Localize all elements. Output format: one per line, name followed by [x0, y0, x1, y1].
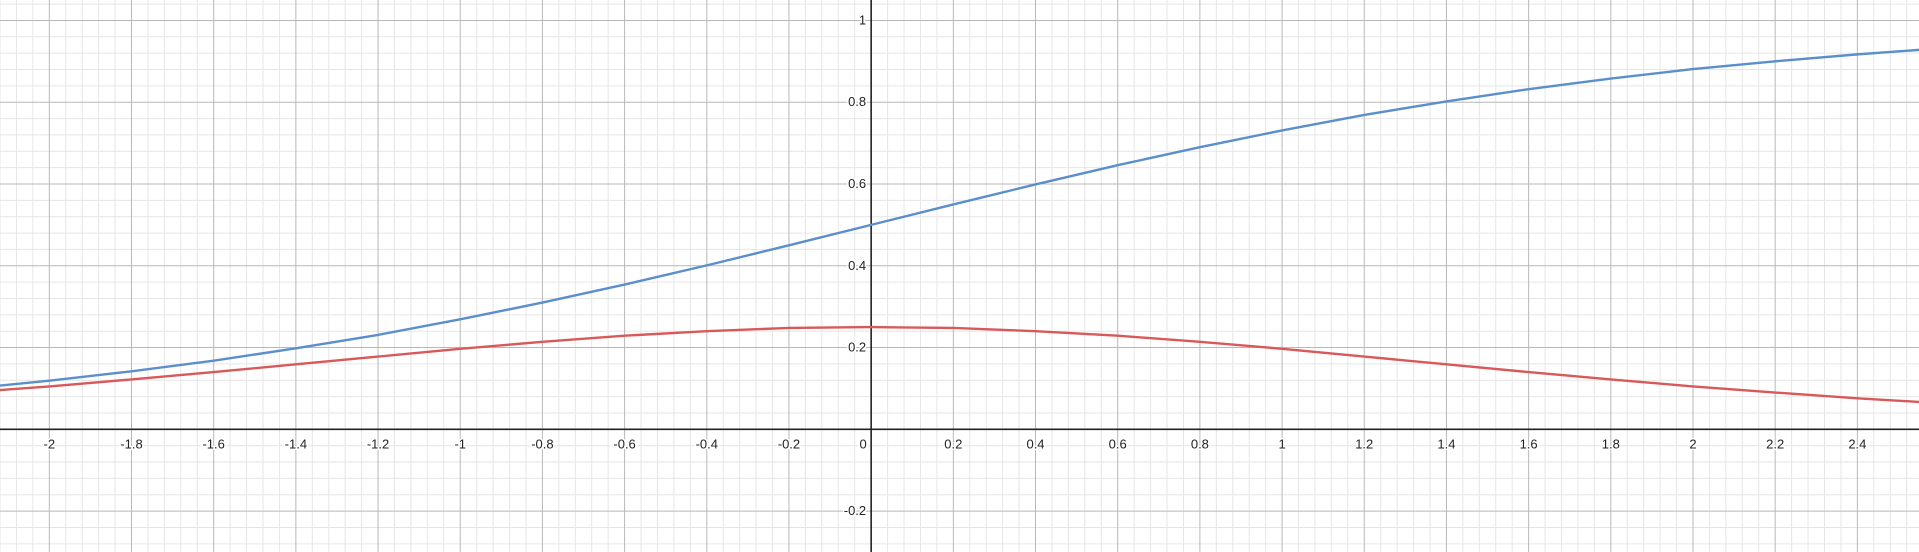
x-tick-label: 1.6 — [1520, 436, 1538, 451]
x-tick-label: -1.2 — [367, 436, 389, 451]
x-tick-label: 0 — [860, 436, 867, 451]
x-tick-label: 2.4 — [1848, 436, 1866, 451]
x-tick-label: 1.8 — [1602, 436, 1620, 451]
x-tick-label: -2 — [44, 436, 56, 451]
x-tick-label: -0.2 — [778, 436, 800, 451]
x-tick-label: 0.8 — [1191, 436, 1209, 451]
series-layer — [0, 48, 1919, 404]
x-tick-label: -0.6 — [613, 436, 635, 451]
y-tick-label: 0.8 — [848, 94, 866, 109]
x-tick-label: 2.2 — [1766, 436, 1784, 451]
series-line-1 — [0, 48, 1919, 387]
x-tick-label: -0.8 — [531, 436, 553, 451]
x-tick-label: 1 — [1278, 436, 1285, 451]
x-tick-label: -1.8 — [120, 436, 142, 451]
x-tick-label: -0.4 — [696, 436, 718, 451]
x-tick-label: -1 — [454, 436, 466, 451]
x-tick-label: 0.2 — [944, 436, 962, 451]
x-tick-label: 0.4 — [1026, 436, 1044, 451]
y-tick-label: 0.2 — [848, 340, 866, 355]
y-tick-labels: 1 0.8 0.6 0.4 0.2 -0.2 — [842, 11, 867, 520]
x-tick-label: -1.6 — [202, 436, 224, 451]
y-tick-label: -0.2 — [844, 503, 866, 518]
x-tick-label: 2 — [1689, 436, 1696, 451]
x-tick-label: -1.4 — [285, 436, 307, 451]
series-line-2 — [0, 325, 1919, 404]
y-tick-label: 0.4 — [848, 258, 866, 273]
x-tick-labels: -2 -1.8 -1.6 -1.4 -1.2 -1 -0.8 -0.6 -0.4 -0.2 0 0.2… — [42, 435, 1868, 453]
y-tick-label: 0.6 — [848, 176, 866, 191]
y-tick-label: 1 — [859, 12, 866, 27]
x-tick-label: 0.6 — [1109, 436, 1127, 451]
x-tick-label: 1.4 — [1437, 436, 1455, 451]
x-tick-label: 1.2 — [1355, 436, 1373, 451]
